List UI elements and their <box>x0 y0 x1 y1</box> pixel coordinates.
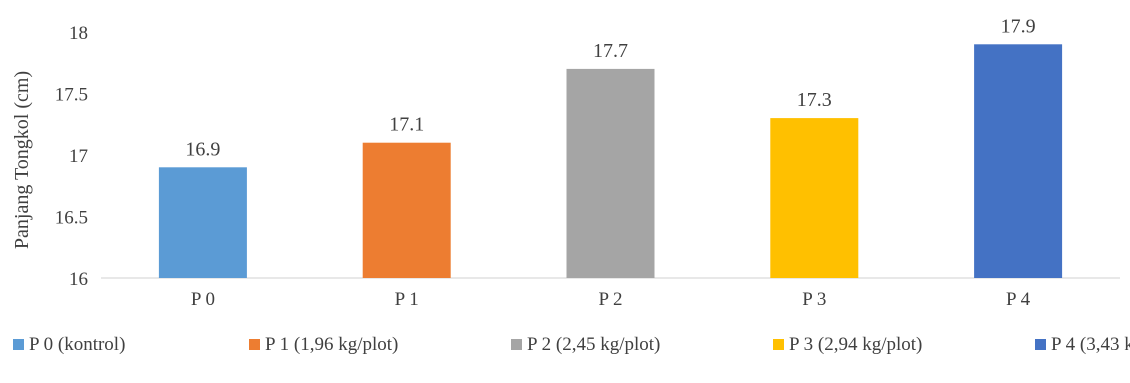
bar <box>770 118 859 278</box>
bars <box>158 44 1063 279</box>
y-axis-title: Panjang Tongkol (cm) <box>11 71 33 249</box>
legend-item: P 2 (2,45 kg/plot) <box>511 334 660 355</box>
legend-swatch <box>13 339 24 350</box>
x-category-label: P 0 <box>191 289 215 310</box>
bar <box>566 68 655 279</box>
y-axis-ticks: 16 16.5 17 17.5 18 <box>55 23 88 290</box>
bar-data-labels: 16.9 17.1 17.7 17.3 17.9 <box>185 15 1035 160</box>
bar-data-label: 17.9 <box>1001 15 1036 37</box>
legend-label: P 1 (1,96 kg/plot) <box>265 334 398 355</box>
legend-swatch <box>249 339 260 350</box>
x-category-label: P 4 <box>1006 289 1031 310</box>
legend: P 0 (kontrol) P 1 (1,96 kg/plot) P 2 (2,45… <box>13 334 1130 355</box>
legend-item: P 3 (2,94 kg/plot) <box>773 334 922 355</box>
x-axis-category-labels: P 0 P 1 P 2 P 3 P 4 <box>191 289 1031 310</box>
legend-item: P 0 (kontrol) <box>13 334 125 355</box>
bar-data-label: 17.7 <box>593 40 628 62</box>
legend-label: P 2 (2,45 kg/plot) <box>527 334 660 355</box>
legend-swatch <box>1035 339 1046 350</box>
legend-swatch <box>773 339 784 350</box>
y-tick-label: 17.5 <box>55 85 88 106</box>
bar-data-label: 17.1 <box>389 114 424 136</box>
legend-label: P 0 (kontrol) <box>29 334 125 355</box>
y-tick-label: 17 <box>69 146 88 167</box>
x-category-label: P 3 <box>802 289 826 310</box>
bar-data-label: 16.9 <box>185 138 220 160</box>
legend-label: P 4 (3,43 kg/plot) <box>1051 334 1130 355</box>
legend-label: P 3 (2,94 kg/plot) <box>789 334 922 355</box>
y-tick-label: 18 <box>69 23 88 44</box>
y-tick-label: 16 <box>69 269 88 290</box>
legend-item: P 1 (1,96 kg/plot) <box>249 334 398 355</box>
x-category-label: P 2 <box>598 289 622 310</box>
legend-item: P 4 (3,43 kg/plot) <box>1035 334 1130 355</box>
y-tick-label: 16.5 <box>55 208 88 229</box>
legend-swatch <box>511 339 522 350</box>
bar <box>158 167 247 278</box>
x-category-label: P 1 <box>395 289 419 310</box>
bar-data-label: 17.3 <box>797 89 832 111</box>
bar <box>362 142 451 278</box>
bar <box>974 44 1063 278</box>
